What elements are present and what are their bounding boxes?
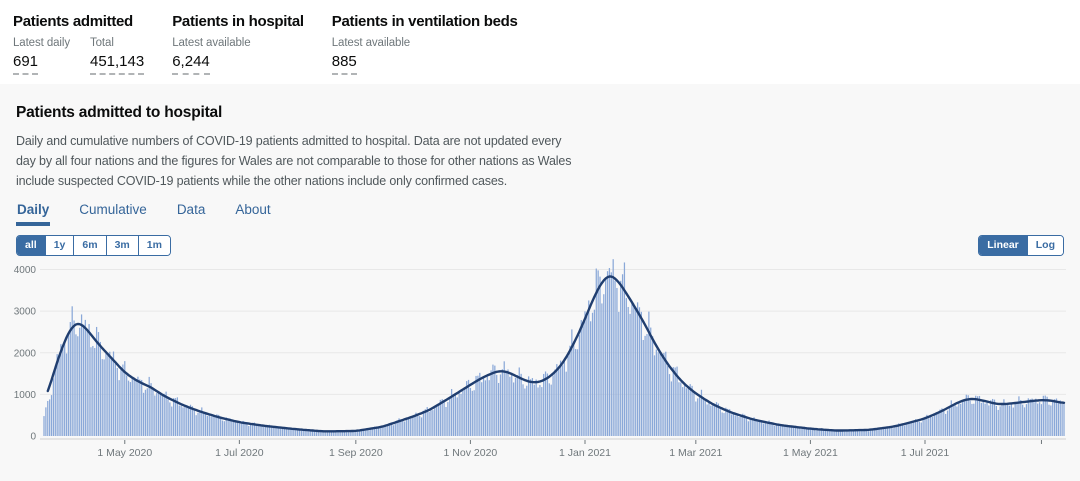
tab-data[interactable]: Data: [176, 202, 206, 217]
time-range-button-group: all 1y 6m 3m 1m: [16, 235, 171, 256]
card-description: Daily and cumulative numbers of COVID-19…: [16, 134, 572, 188]
admissions-chart[interactable]: 0 1000 2000 3000 4000 1 May 2020 1 Jul 2020 1 S…: [0, 258, 1080, 477]
stat-label: Total: [89, 37, 114, 49]
svg-text:1000: 1000: [14, 390, 37, 401]
metric-stats-row: Latest daily 691 Total 451,143: [13, 37, 145, 75]
chart-controls: all 1y 6m 3m 1m Linear Log: [16, 235, 1064, 256]
metric-title: Patients admitted: [13, 13, 133, 30]
range-button-6m[interactable]: 6m: [73, 236, 106, 255]
metric-title: Patients in hospital: [172, 13, 304, 30]
svg-text:0: 0: [30, 432, 36, 443]
tab-daily[interactable]: Daily: [16, 202, 51, 226]
stat-value[interactable]: 451,143: [89, 53, 145, 75]
metric-group-patients-in-hospital: Patients in hospital Latest available 6,24…: [172, 13, 304, 84]
metric-stat-latest-daily: Latest daily 691: [13, 37, 70, 75]
metric-stats-row: Latest available 6,244: [172, 37, 304, 75]
metric-stat-total: Total 451,143: [89, 37, 145, 75]
range-button-1y[interactable]: 1y: [44, 236, 74, 255]
card-tabs: Daily Cumulative Data About: [16, 202, 1064, 226]
stat-value[interactable]: 885: [331, 53, 357, 75]
metric-stats-row: Latest available 885: [331, 37, 518, 75]
svg-text:1 Jan 2021: 1 Jan 2021: [559, 447, 611, 459]
range-button-1m[interactable]: 1m: [137, 236, 170, 255]
svg-text:1 Mar 2021: 1 Mar 2021: [669, 447, 722, 459]
trend-line: [46, 275, 1066, 433]
summary-metrics-bar: Patients admitted Latest daily 691 Total 451…: [0, 0, 1080, 84]
metric-stat-latest-available: Latest available 885: [331, 37, 411, 75]
svg-text:1 Sep 2020: 1 Sep 2020: [329, 447, 383, 459]
daily-bars: [43, 259, 1065, 436]
metric-group-patients-admitted: Patients admitted Latest daily 691 Total 451…: [13, 13, 145, 84]
card-title: Patients admitted to hospital: [16, 104, 223, 121]
stat-label: Latest daily: [13, 37, 70, 49]
stat-value[interactable]: 691: [13, 53, 39, 75]
svg-text:1 May 2020: 1 May 2020: [97, 447, 152, 459]
y-axis-labels: 0 1000 2000 3000 4000: [14, 265, 37, 443]
metric-title: Patients in ventilation beds: [331, 13, 518, 30]
svg-text:1 Nov 2020: 1 Nov 2020: [444, 447, 498, 459]
svg-text:1 Jul 2020: 1 Jul 2020: [215, 447, 264, 459]
stat-label: Latest available: [172, 37, 251, 49]
metric-group-patients-in-ventilation-beds: Patients in ventilation beds Latest avail…: [331, 13, 518, 84]
tab-about[interactable]: About: [235, 202, 271, 217]
scale-button-log[interactable]: Log: [1026, 236, 1063, 255]
svg-text:1 Jul 2021: 1 Jul 2021: [901, 447, 950, 459]
patients-admitted-card: Patients admitted to hospital Daily and …: [0, 84, 1080, 481]
stat-value[interactable]: 6,244: [172, 53, 210, 75]
scale-toggle-button-group: Linear Log: [978, 235, 1064, 256]
svg-text:3000: 3000: [14, 307, 37, 318]
tab-cumulative[interactable]: Cumulative: [79, 202, 147, 217]
svg-text:4000: 4000: [14, 265, 37, 276]
svg-text:1 May 2021: 1 May 2021: [783, 447, 838, 459]
range-button-3m[interactable]: 3m: [105, 236, 138, 255]
range-button-all[interactable]: all: [17, 236, 45, 255]
x-axis: 1 May 2020 1 Jul 2020 1 Sep 2020 1 Nov 2020…: [40, 438, 1066, 459]
stat-label: Latest available: [331, 37, 411, 49]
metric-stat-latest-available: Latest available 6,244: [172, 37, 251, 75]
svg-text:2000: 2000: [14, 348, 37, 359]
scale-button-linear[interactable]: Linear: [979, 236, 1027, 255]
